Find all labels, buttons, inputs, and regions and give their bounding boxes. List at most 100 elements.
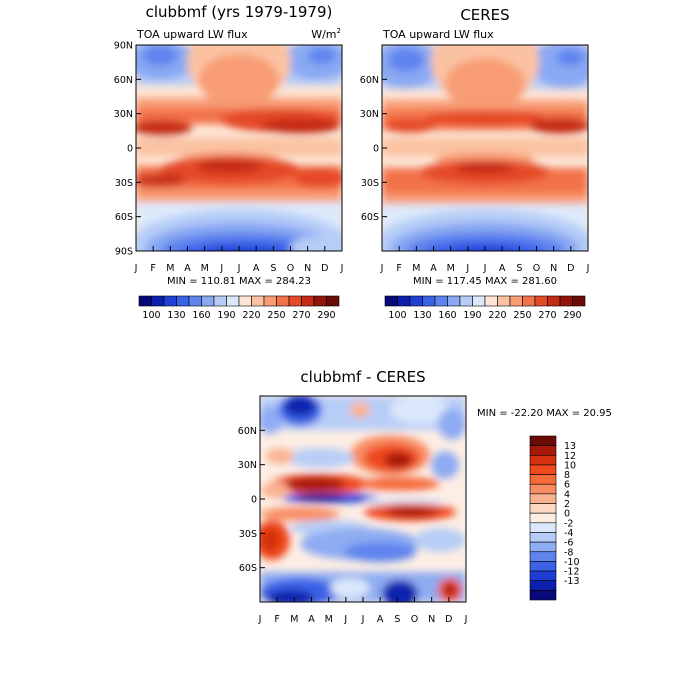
colorbar-swatch: [459, 295, 473, 307]
y-tick-label: 30N: [360, 109, 379, 120]
colorbar-label: 6: [564, 480, 570, 491]
colorbar-swatch: [484, 295, 498, 307]
colorbar-label: 10: [564, 460, 576, 471]
colorbar-swatch: [201, 295, 215, 307]
x-tick-label: N: [550, 263, 557, 274]
x-tick-label: A: [430, 263, 437, 274]
x-tick-label: F: [150, 263, 155, 274]
colorbar-swatch: [529, 522, 557, 533]
colorbar-swatch: [522, 295, 536, 307]
colorbar-swatch: [547, 295, 561, 307]
colorbar-label: 4: [564, 489, 570, 500]
x-tick-label: J: [340, 263, 344, 274]
x-tick-label: N: [428, 614, 435, 625]
colorbar-swatch: [529, 464, 557, 475]
x-tick-label: J: [237, 263, 241, 274]
colorbar-swatch: [497, 295, 511, 307]
colorbar-label: 130: [167, 310, 185, 321]
colorbar-label: 290: [563, 310, 581, 321]
colorbar-label: 190: [217, 310, 235, 321]
colorbar-label: 12: [564, 451, 576, 462]
panel-2-stats: MIN = 117.45 MAX = 281.60: [413, 276, 557, 287]
panel-3-y-axis: 60N 30N 0 30S 60S: [238, 426, 265, 574]
colorbar-swatch: [313, 295, 327, 307]
colorbar-swatch: [529, 493, 557, 504]
panel-difference: clubbmf - CERES: [238, 368, 612, 625]
panel-3-field: [260, 396, 466, 602]
x-tick-label: S: [270, 263, 276, 274]
y-tick-label: 60N: [238, 426, 257, 437]
colorbar-swatch: [529, 454, 557, 466]
colorbar-swatch: [422, 295, 436, 307]
x-tick-label: A: [377, 614, 384, 625]
y-tick-label: 30N: [238, 460, 257, 471]
x-tick-label: N: [304, 263, 311, 274]
x-tick-label: J: [219, 263, 223, 274]
panel-2-colorbar: 100 130 160 190 220 250 270 290: [384, 295, 586, 321]
x-tick-label: M: [325, 614, 333, 625]
y-tick-label: 60N: [114, 75, 133, 86]
colorbar-swatch: [529, 474, 557, 485]
colorbar-label: 130: [413, 310, 431, 321]
colorbar-label: 8: [564, 470, 570, 481]
y-tick-label: 30N: [114, 109, 133, 120]
colorbar-label: -2: [564, 518, 573, 529]
colorbar-swatch: [151, 295, 165, 307]
y-tick-label: 0: [127, 144, 133, 155]
y-tick-label: 0: [251, 495, 257, 506]
colorbar-label: 160: [192, 310, 210, 321]
colorbar-swatch: [529, 445, 557, 456]
colorbar-swatch: [176, 295, 190, 307]
colorbar-swatch: [276, 295, 290, 307]
colorbar-label: -4: [564, 528, 573, 539]
colorbar-swatch: [326, 295, 340, 307]
y-tick-label: 90S: [115, 247, 133, 258]
colorbar-swatch: [163, 295, 177, 307]
panel-1-colorbar: 100 130 160 190 220 250 270 290: [138, 295, 340, 321]
x-tick-label: M: [166, 263, 174, 274]
panel-1-y-axis: 90N 60N 30N 0 30S 60S 90S: [114, 41, 141, 258]
colorbar-swatch: [529, 512, 557, 524]
x-tick-label: J: [483, 263, 487, 274]
y-tick-label: 60S: [115, 212, 133, 223]
x-tick-label: A: [308, 614, 315, 625]
y-tick-label: 30S: [115, 178, 133, 189]
colorbar-swatch: [529, 532, 557, 543]
colorbar-label: -6: [564, 538, 573, 549]
colorbar-swatch: [263, 295, 277, 307]
x-tick-label: J: [134, 263, 138, 274]
colorbar-swatch: [251, 295, 265, 307]
x-tick-label: J: [586, 263, 590, 274]
colorbar-label: 100: [142, 310, 160, 321]
panel-3-stats: MIN = -22.20 MAX = 20.95: [477, 408, 612, 419]
panel-2-title: CERES: [460, 6, 509, 24]
panel-model: clubbmf (yrs 1979-1979) TOA upward LW fl…: [114, 3, 344, 321]
x-tick-label: D: [445, 614, 452, 625]
x-tick-label: A: [499, 263, 506, 274]
x-tick-label: M: [201, 263, 209, 274]
colorbar-swatch: [572, 295, 586, 307]
x-tick-label: J: [361, 614, 365, 625]
panel-2-field: [382, 45, 588, 251]
colorbar-swatch: [529, 483, 557, 495]
colorbar-swatch: [559, 295, 573, 307]
panel-1-field: [136, 45, 342, 251]
colorbar-label: 270: [292, 310, 310, 321]
x-tick-label: S: [516, 263, 522, 274]
colorbar-swatch: [384, 295, 398, 307]
x-tick-label: F: [274, 614, 279, 625]
x-tick-label: S: [394, 614, 400, 625]
y-tick-label: 30S: [239, 529, 257, 540]
panel-1-units: W/m2: [311, 27, 341, 41]
panel-1-title: clubbmf (yrs 1979-1979): [146, 3, 333, 21]
colorbar-swatch: [213, 295, 227, 307]
panel-2-y-axis: 60N 30N 0 30S 60S: [360, 75, 387, 223]
colorbar-swatch: [529, 561, 557, 572]
colorbar-swatch: [529, 541, 557, 553]
x-tick-label: O: [287, 263, 294, 274]
colorbar-swatch: [529, 580, 557, 591]
colorbar-label: 220: [488, 310, 506, 321]
